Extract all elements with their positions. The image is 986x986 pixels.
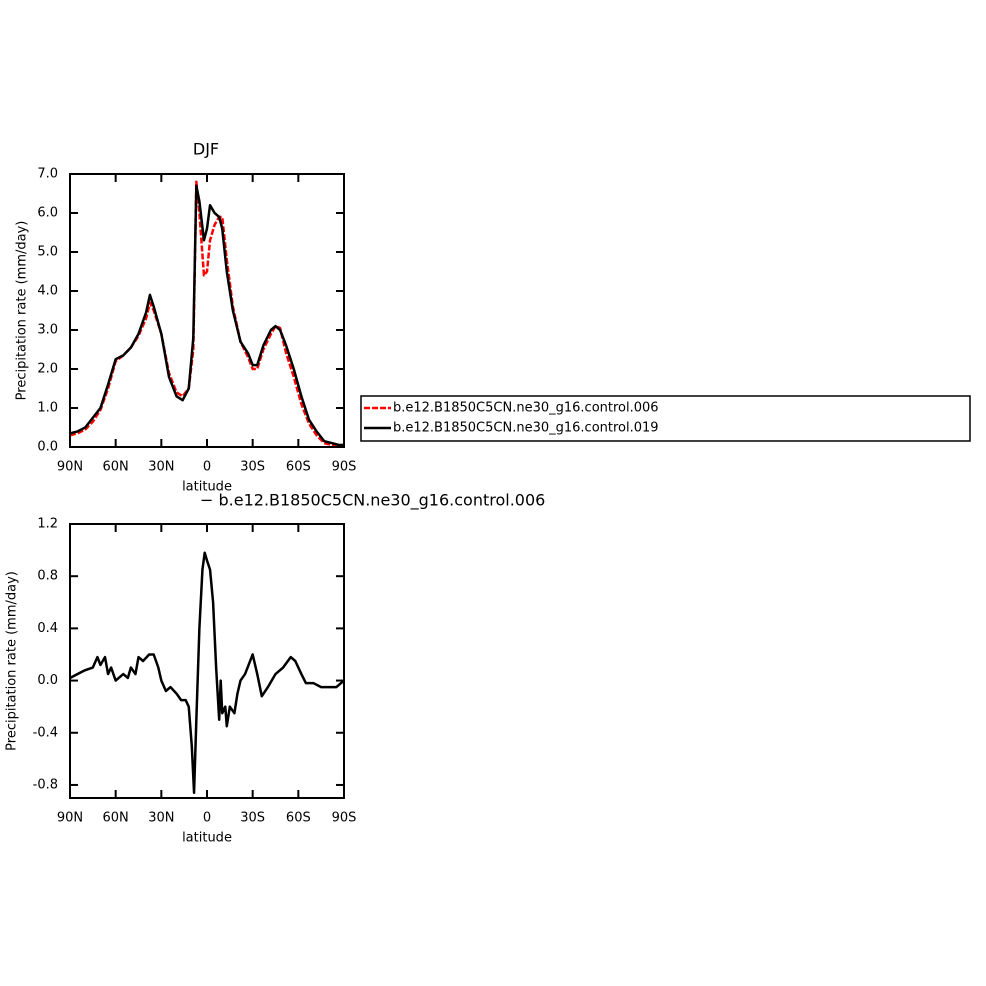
x-tick-label: 30N: [148, 811, 174, 826]
x-tick-label: 30S: [240, 460, 265, 475]
x-tick-label: 30S: [240, 811, 265, 826]
legend-label: b.e12.B1850C5CN.ne30_g16.control.019: [393, 421, 659, 436]
y-tick-label: 0.0: [37, 440, 58, 455]
y-tick-label: 4.0: [37, 284, 58, 299]
chart-title: DJF: [193, 140, 219, 159]
chart-title: − b.e12.B1850C5CN.ne30_g16.control.006: [200, 491, 545, 511]
y-tick-label: 7.0: [37, 167, 58, 182]
y-tick-label: -0.4: [33, 725, 58, 740]
x-tick-label: 90S: [332, 811, 357, 826]
legend-box: [360, 395, 971, 442]
x-tick-label: 0: [203, 460, 211, 475]
x-tick-label: 30N: [148, 460, 174, 475]
y-tick-label: 0.4: [37, 621, 58, 636]
y-tick-label: 1.0: [37, 401, 58, 416]
y-tick-label: -0.8: [33, 777, 58, 792]
x-tick-label: 60N: [103, 811, 129, 826]
y-tick-label: 5.0: [37, 245, 58, 260]
plot-frame: [69, 523, 345, 799]
legend-label: b.e12.B1850C5CN.ne30_g16.control.006: [393, 401, 659, 416]
x-axis-label: latitude: [182, 831, 232, 846]
x-tick-label: 60S: [286, 811, 311, 826]
y-tick-label: 3.0: [37, 323, 58, 338]
plot-frame: [69, 173, 345, 448]
y-tick-label: 1.2: [37, 517, 58, 532]
x-tick-label: 60S: [286, 460, 311, 475]
y-tick-label: 0.0: [37, 673, 58, 688]
data-line: [69, 184, 344, 447]
data-line: [69, 551, 345, 795]
x-tick-label: 60N: [103, 460, 129, 475]
x-tick-label: 90S: [332, 460, 357, 475]
y-tick-label: 2.0: [37, 362, 58, 377]
x-tick-label: 90N: [57, 460, 83, 475]
x-axis-label: latitude: [182, 480, 232, 495]
y-tick-label: 0.8: [37, 569, 58, 584]
y-axis-label: Precipitation rate (mm/day): [5, 571, 20, 751]
y-tick-label: 6.0: [37, 206, 58, 221]
y-axis-label: Precipitation rate (mm/day): [15, 221, 30, 401]
x-tick-label: 90N: [57, 811, 83, 826]
x-tick-label: 0: [203, 811, 211, 826]
